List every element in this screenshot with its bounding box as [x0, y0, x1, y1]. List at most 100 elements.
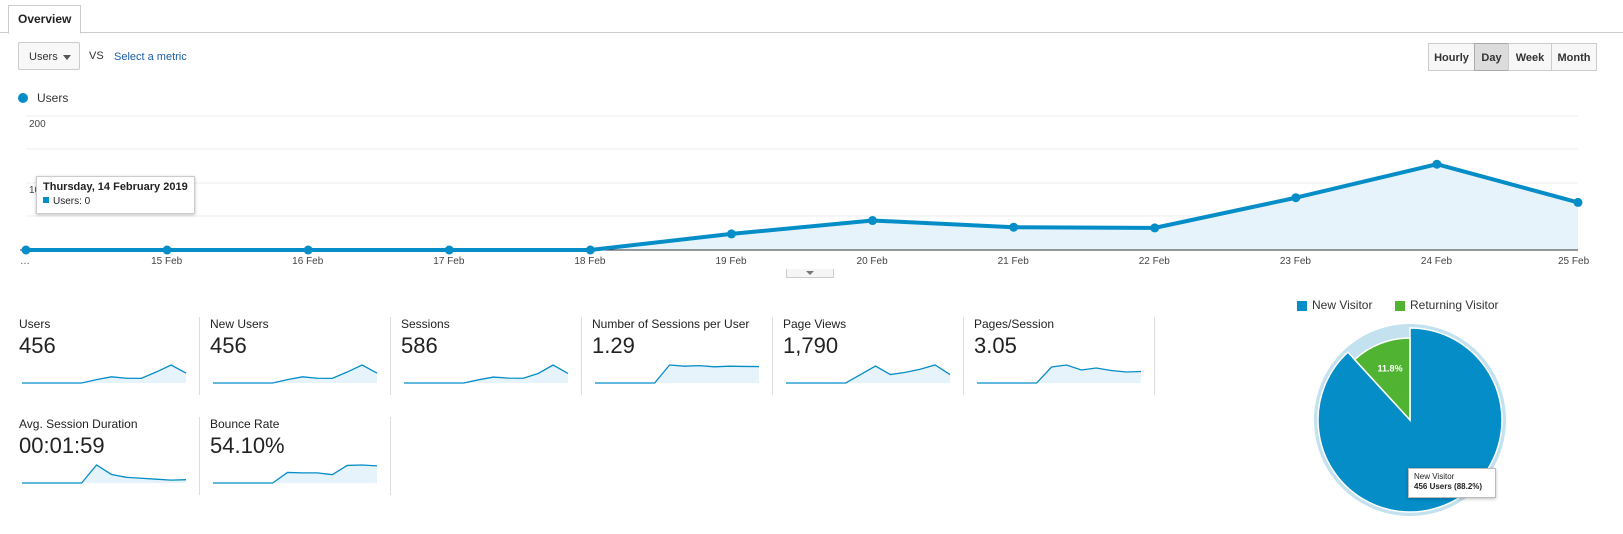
legend-users-label[interactable]: Users — [37, 91, 69, 105]
users-data-point[interactable] — [1150, 223, 1160, 233]
sparkline-line — [213, 364, 378, 384]
x-tick-label: 18 Feb — [574, 256, 606, 267]
sparkline-line — [213, 464, 378, 484]
users-data-point[interactable] — [21, 245, 31, 255]
sparkline-area — [977, 365, 1141, 383]
metric-value: 3.05 — [974, 333, 1017, 358]
legend-returning-visitor-square-icon — [1395, 301, 1405, 311]
metric-value: 54.10% — [210, 433, 285, 458]
x-tick-label: 15 Feb — [151, 256, 183, 267]
metric-value: 456 — [19, 333, 56, 358]
metric-value: 1,790 — [783, 333, 839, 358]
sparkline-line — [595, 364, 760, 384]
metric-sparkline — [595, 364, 760, 384]
sparkline-line — [977, 364, 1142, 384]
metric-label: Users — [19, 317, 51, 331]
metric-label: Avg. Session Duration — [19, 417, 138, 431]
metric-select-label: Users — [29, 51, 58, 63]
sparkline-line — [22, 364, 187, 384]
vs-label: VS — [89, 50, 104, 62]
metric-card[interactable]: Avg. Session Duration 00:01:59 — [19, 417, 200, 495]
x-tick-label: … — [20, 256, 30, 267]
users-data-point[interactable] — [868, 216, 878, 226]
users-series-line[interactable] — [26, 162, 1579, 252]
users-data-point[interactable] — [162, 245, 172, 255]
sparkline-line — [404, 364, 569, 384]
x-tick-label: 17 Feb — [433, 256, 465, 267]
x-tick-label: 24 Feb — [1420, 256, 1453, 267]
metric-card[interactable]: Bounce Rate 54.10% — [210, 417, 391, 495]
metric-card[interactable]: Users 456 — [19, 317, 200, 395]
metric-sparkline — [22, 364, 187, 384]
metric-value: 456 — [210, 333, 247, 358]
sparkline-area — [213, 465, 377, 483]
tab-overview[interactable]: Overview — [8, 5, 82, 34]
period-day-button[interactable]: Day — [1474, 43, 1509, 71]
legend-new-visitor-square-icon — [1297, 301, 1307, 311]
metric-label: Number of Sessions per User — [592, 317, 750, 331]
x-tick-label: 16 Feb — [292, 256, 324, 267]
chevron-down-icon — [806, 271, 814, 275]
users-area-fill — [26, 164, 1578, 250]
x-tick-label: 21 Feb — [997, 256, 1029, 267]
users-data-point[interactable] — [726, 229, 736, 239]
tooltip-date: Thursday, 14 February 2019 — [43, 181, 188, 193]
select-metric-link[interactable]: Select a metric — [114, 51, 187, 63]
y-tick-200: 200 — [29, 119, 46, 130]
sparkline-line — [786, 364, 951, 384]
metric-label: Page Views — [783, 317, 847, 331]
metric-card[interactable]: Number of Sessions per User 1.29 — [592, 317, 773, 395]
metric-value: 1.29 — [592, 333, 635, 358]
metric-sparkline — [213, 464, 378, 484]
metric-card[interactable]: Page Views 1,790 — [783, 317, 964, 395]
x-tick-label: 22 Feb — [1138, 256, 1170, 267]
metric-card[interactable]: New Users 456 — [210, 317, 391, 395]
metric-sparkline — [213, 364, 378, 384]
metric-card[interactable]: Sessions 586 — [401, 317, 582, 395]
users-data-point[interactable] — [303, 245, 313, 255]
x-tick-label: 20 Feb — [856, 256, 888, 267]
sparkline-line — [22, 464, 187, 484]
legend-returning-visitor-label[interactable]: Returning Visitor — [1410, 298, 1499, 312]
pie-tooltip-title: New Visitor — [1414, 472, 1455, 481]
metric-label: Pages/Session — [974, 317, 1055, 331]
metric-card[interactable]: Pages/Session 3.05 — [974, 317, 1155, 395]
period-week-button[interactable]: Week — [1508, 43, 1552, 71]
users-data-point[interactable] — [1573, 197, 1583, 207]
sparkline-area — [22, 365, 186, 383]
x-tick-label: 23 Feb — [1279, 256, 1311, 267]
pie-tooltip: New Visitor 456 Users (88.2%) — [1408, 468, 1496, 498]
period-hourly-button[interactable]: Hourly — [1428, 43, 1475, 71]
sparkline-area — [404, 365, 568, 383]
sparkline-area — [22, 465, 186, 483]
x-tick-label: 19 Feb — [715, 256, 747, 267]
metric-label: New Users — [210, 317, 269, 331]
chart-collapse-handle[interactable] — [786, 269, 834, 278]
chart-tooltip: Thursday, 14 February 2019 Users: 0 — [36, 176, 195, 214]
sparkline-area — [786, 365, 950, 383]
legend-new-visitor-label[interactable]: New Visitor — [1312, 298, 1373, 312]
users-data-point[interactable] — [444, 245, 454, 255]
tooltip-series-square-icon — [43, 197, 49, 203]
users-data-point[interactable] — [1291, 193, 1301, 203]
users-line-chart[interactable] — [0, 104, 1623, 274]
metric-sparkline — [404, 364, 569, 384]
metric-sparkline — [786, 364, 951, 384]
users-data-point[interactable] — [585, 245, 595, 255]
metric-sparkline — [977, 364, 1142, 384]
caret-down-icon — [63, 55, 71, 60]
metric-value: 00:01:59 — [19, 433, 105, 458]
sparkline-area — [213, 365, 377, 383]
legend-users-dot-icon — [18, 93, 28, 103]
metric-label: Sessions — [401, 317, 450, 331]
pie-tooltip-value: 456 Users (88.2%) — [1414, 482, 1483, 491]
metric-select[interactable]: Users — [18, 42, 80, 70]
period-month-button[interactable]: Month — [1551, 43, 1597, 71]
sparkline-area — [595, 365, 759, 383]
pie-slice[interactable] — [1353, 337, 1411, 422]
metric-value: 586 — [401, 333, 438, 358]
users-data-point[interactable] — [1009, 222, 1019, 232]
users-data-point[interactable] — [1432, 159, 1442, 169]
tooltip-value: Users: 0 — [53, 196, 91, 207]
tab-bar: Overview — [0, 0, 1623, 34]
